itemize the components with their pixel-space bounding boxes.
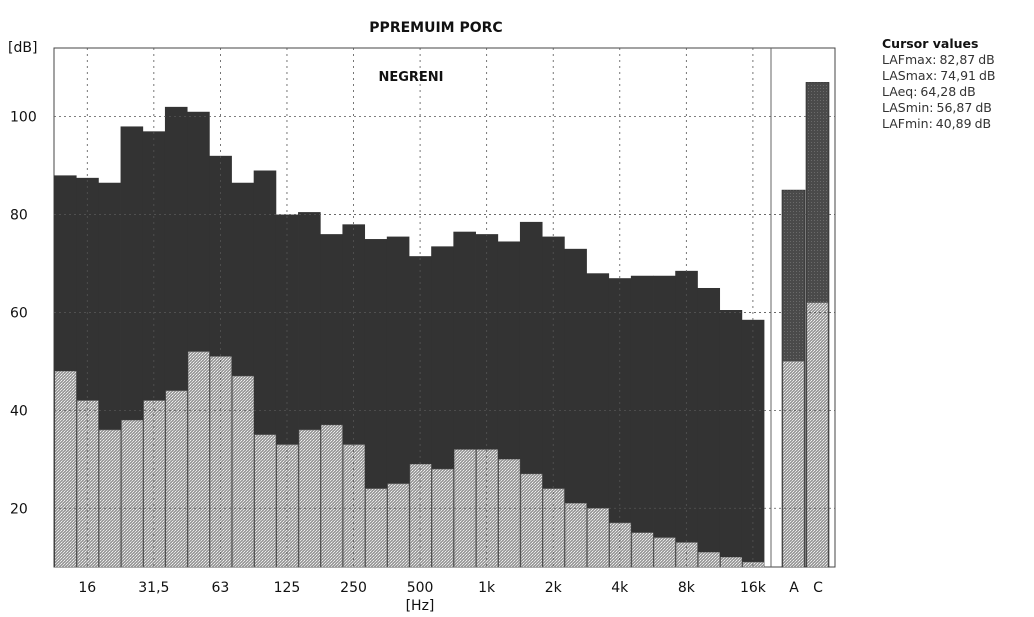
x-tick-label: 16 [78, 580, 96, 596]
cursor-label: LASmax: [882, 68, 938, 83]
cursor-values-title: Cursor values [882, 36, 979, 51]
cursor-value: 56,87 [936, 100, 973, 115]
bar-lower [609, 522, 632, 568]
bar-upper [741, 319, 765, 567]
cursor-row-laeq: LAeq: 64,28 dB [882, 84, 1032, 100]
cursor-row-lafmin: LAFmin: 40,89 dB [882, 116, 1032, 132]
bar-lower [254, 434, 277, 568]
bar-lower [76, 400, 99, 568]
bar-lower [365, 488, 388, 568]
bar-lower [520, 473, 543, 568]
cursor-label: LAeq: [882, 84, 918, 99]
bar-lower [676, 542, 698, 568]
bar-lower [431, 468, 454, 568]
bar-upper [697, 287, 721, 567]
x-tick-label: 1k [478, 580, 496, 596]
bar-lower [631, 532, 654, 568]
bar-lower [210, 356, 232, 568]
x-tick-label: C [813, 580, 823, 596]
cursor-unit: dB [978, 52, 995, 67]
cursor-label: LAFmax: [882, 52, 937, 67]
bar-lower [565, 503, 587, 568]
bar-upper [364, 239, 388, 568]
y-tick-label: 100 [10, 110, 37, 126]
bar-lower [276, 444, 299, 568]
bar-lower [587, 508, 609, 568]
y-tick-label: 60 [10, 305, 28, 321]
x-tick-label: 2k [545, 580, 563, 596]
bar-lower [232, 375, 254, 568]
bar-lower [321, 424, 343, 568]
chart-title: PPREMUIM PORC [369, 20, 502, 36]
bar-upper [564, 248, 587, 567]
bar-lower [476, 449, 498, 568]
bar-upper [719, 310, 743, 567]
x-tick-label: 4k [611, 580, 629, 596]
bar-upper [630, 275, 654, 567]
bar-upper [542, 236, 565, 567]
cursor-unit: dB [974, 116, 992, 131]
bar-lower [409, 464, 432, 568]
x-axis-label: [Hz] [406, 598, 435, 614]
x-tick-label: 250 [340, 580, 367, 596]
y-tick-label: 20 [10, 501, 28, 517]
cursor-value: 40,89 [935, 116, 972, 131]
cursor-label: LASmin: [882, 100, 934, 115]
chart-subtitle: NEGRENI [378, 70, 443, 85]
x-tick-label: 8k [678, 580, 696, 596]
bar-upper [675, 270, 698, 567]
bar-lower [298, 429, 321, 568]
cursor-unit: dB [959, 84, 976, 99]
bar-lower [165, 390, 188, 568]
y-axis-label: [dB] [8, 40, 37, 56]
cursor-values-panel: Cursor values LAFmax: 82,87 dB LASmax: 74,9… [882, 36, 1032, 132]
bar-lower [542, 488, 565, 568]
cursor-value: 64,28 [920, 84, 957, 99]
bar-lower [121, 419, 143, 568]
bar-lower [143, 400, 166, 568]
cursor-unit: dB [978, 68, 996, 83]
cursor-row-lafmax: LAFmax: 82,87 dB [882, 52, 1032, 68]
bar-lower [187, 351, 210, 568]
bar-lower [54, 371, 77, 568]
bar-upper [608, 278, 632, 567]
x-tick-label: A [789, 580, 799, 596]
bar-lower [498, 459, 521, 568]
x-tick-label: 16k [740, 580, 767, 596]
x-tick-label: 500 [407, 580, 434, 596]
cursor-row-lasmin: LASmin: 56,87 dB [882, 100, 1032, 116]
x-tick-label: 125 [274, 580, 301, 596]
bar-lower [653, 537, 676, 568]
y-tick-label: 40 [10, 403, 28, 419]
cursor-value: 74,91 [940, 68, 976, 83]
y-tick-label: 80 [10, 208, 28, 224]
cursor-label: LAFmin: [882, 116, 933, 131]
bar-broadband-lower [806, 302, 829, 568]
bar-lower [698, 552, 720, 568]
x-tick-label: 63 [211, 580, 229, 596]
cursor-value: 82,87 [939, 52, 976, 67]
bar-upper [586, 273, 610, 567]
bar-lower [742, 561, 765, 568]
x-tick-label: 31,5 [138, 580, 169, 596]
bar-lower [720, 557, 743, 568]
cursor-unit: dB [975, 100, 992, 115]
bar-upper [653, 275, 676, 567]
bar-lower [343, 444, 365, 568]
bar-lower [99, 429, 121, 568]
bar-broadband-lower [782, 361, 805, 568]
cursor-row-lasmax: LASmax: 74,91 dB [882, 68, 1032, 84]
bar-lower [387, 483, 410, 568]
